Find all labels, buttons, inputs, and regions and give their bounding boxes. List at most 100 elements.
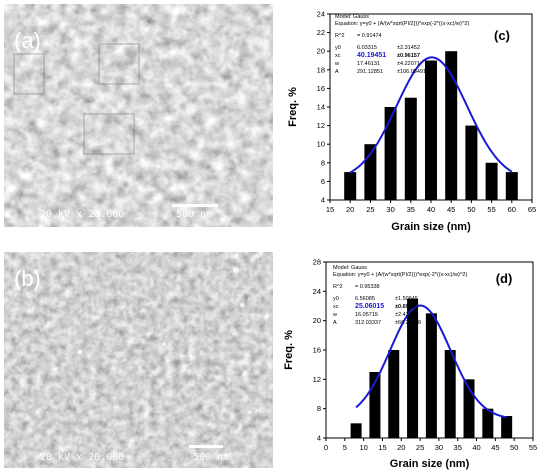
y-tick-label-c1-6: 28 (313, 258, 321, 267)
x-tick-label-c0-2: 25 (366, 205, 374, 214)
sem-caption-b: 20 kV x 20.000 (40, 452, 125, 463)
x-tick-label-c1-9: 45 (491, 443, 499, 452)
sem-texture-a (4, 4, 273, 227)
bar-c0-2 (384, 107, 397, 200)
bar-c1-0 (350, 423, 362, 438)
y-tick-label-c0-9: 22 (317, 28, 325, 37)
fit-param-name-c1-3: A (333, 320, 337, 326)
fit-param-value-c0-0: 6.03315 (357, 45, 377, 51)
x-tick-label-c0-0: 15 (326, 205, 334, 214)
fit-r2-label-c0: R^2 (335, 33, 345, 39)
fit-param-name-c0-3: A (335, 69, 339, 75)
fit-param-err-c0-1: ±0.96157 (397, 53, 420, 59)
fit-equation-c0: Equation: y=y0 + (A/(w*sqrt(PI/2)))*exp(… (335, 21, 469, 27)
bar-c0-5 (445, 51, 458, 201)
histogram-c: 15 20 25 30 35 40 45 50 55 60 65 4 6 8 10 12 14 16 18 20 22 2… (278, 0, 550, 236)
fit-model-c1: Model: Gauss (333, 265, 367, 271)
bar-c1-2 (388, 350, 400, 438)
x-tick-label-c1-8: 40 (472, 443, 480, 452)
x-tick-label-c0-3: 30 (386, 205, 394, 214)
sem-texture-b (4, 252, 273, 468)
bar-c1-3 (407, 298, 419, 438)
fit-param-value-c1-0: 6.56085 (355, 296, 375, 302)
histogram-d: 0 5 10 15 20 25 30 35 40 45 50 55 4 8 12 16 20 24 28 Grain … (278, 248, 550, 472)
y-tick-label-c0-1: 6 (321, 177, 325, 186)
x-tick-label-c0-10: 65 (528, 205, 536, 214)
fit-param-err-c0-3: ±106.05491 (397, 69, 426, 75)
fit-param-err-c1-2: ±2.43103 (395, 312, 418, 318)
fit-param-name-c1-1: xc (333, 304, 339, 310)
fit-curve-c0 (349, 56, 513, 174)
y-tick-label-c0-8: 20 (317, 47, 325, 56)
fit-param-value-c1-1: 25.06015 (355, 303, 384, 310)
bar-c0-3 (404, 97, 417, 200)
x-tick-label-c0-9: 60 (508, 205, 516, 214)
x-tick-label-c0-5: 40 (427, 205, 435, 214)
bar-c0-6 (465, 125, 478, 200)
x-tick-label-c1-0: 0 (324, 443, 328, 452)
y-tick-label-c0-7: 18 (317, 65, 325, 74)
fit-param-value-c1-3: 312.03337 (355, 320, 381, 326)
fit-r2-value-c0: = 0.91474 (357, 33, 382, 39)
bar-c1-6 (463, 379, 475, 438)
x-tick-label-c1-10: 50 (510, 443, 518, 452)
y-tick-label-c0-2: 8 (321, 158, 325, 167)
scale-bar-a (172, 204, 218, 207)
y-tick-label-c1-5: 24 (313, 287, 321, 296)
panel-letter-a: (a) (14, 28, 41, 53)
y-axis-label-c1: Freq. % (283, 330, 295, 370)
y-tick-label-c1-0: 4 (317, 434, 321, 443)
panel-letter-b: (b) (14, 266, 41, 291)
bar-c1-8 (501, 416, 513, 438)
y-tick-label-c0-0: 4 (321, 196, 325, 205)
x-tick-label-c1-4: 20 (397, 443, 405, 452)
fit-param-name-c0-2: w (334, 61, 339, 67)
fit-param-value-c0-2: 17.46131 (357, 61, 380, 67)
y-tick-label-c1-1: 8 (317, 404, 321, 413)
x-tick-label-c1-1: 5 (343, 443, 347, 452)
panel-label-c0: (c) (494, 28, 510, 43)
bar-c1-1 (369, 372, 381, 438)
fit-param-err-c1-3: ±66.21998 (395, 320, 421, 326)
fit-param-value-c0-3: 291.12851 (357, 69, 383, 75)
fit-r2-label-c1: R^2 (333, 284, 343, 290)
bar-c1-5 (444, 350, 456, 438)
fit-param-name-c0-0: y0 (335, 45, 341, 51)
bar-c0-7 (485, 162, 498, 200)
fit-param-value-c0-1: 40.19451 (357, 52, 386, 59)
y-axis-label-c0: Freq. % (287, 87, 299, 127)
y-tick-label-c1-3: 16 (313, 346, 321, 355)
scale-bar-b (189, 445, 223, 448)
fit-param-err-c0-2: ±4.22071 (397, 61, 420, 67)
x-tick-label-c0-1: 20 (346, 205, 354, 214)
fit-param-err-c1-0: ±1.50645 (395, 296, 418, 302)
bar-c1-7 (482, 408, 494, 438)
histogram-c-svg: 15 20 25 30 35 40 45 50 55 60 65 4 6 8 10 12 14 16 18 20 22 2… (287, 10, 536, 234)
x-tick-label-c1-7: 35 (454, 443, 462, 452)
histogram-d-svg: 0 5 10 15 20 25 30 35 40 45 50 55 4 8 12 16 20 24 28 Grain … (283, 258, 537, 471)
x-tick-label-c0-6: 45 (447, 205, 455, 214)
y-tick-label-c1-4: 20 (313, 316, 321, 325)
fit-equation-c1: Equation: y=y0 + (A/(w*sqrt(PI/2)))*exp(… (333, 272, 467, 278)
x-tick-label-c1-5: 25 (416, 443, 424, 452)
x-tick-label-c1-2: 10 (359, 443, 367, 452)
panel-label-c1: (d) (496, 271, 513, 286)
sem-micrograph-a: (a) 20 kV x 20.000 500 nm (4, 4, 273, 227)
fit-r2-value-c1: = 0.95338 (355, 284, 380, 290)
y-tick-label-c0-3: 10 (317, 140, 325, 149)
scale-bar-label-b: 500 nm (193, 452, 230, 463)
fit-param-name-c0-1: xc (335, 53, 341, 59)
fit-param-err-c1-1: ±0.69084 (395, 304, 419, 310)
bar-c0-0 (344, 172, 357, 200)
y-tick-label-c1-2: 12 (313, 375, 321, 384)
fit-param-value-c1-2: 16.05715 (355, 312, 378, 318)
fit-param-err-c0-0: ±2.31452 (397, 45, 420, 51)
x-axis-label-c0: Grain size (nm) (391, 221, 471, 233)
fit-param-name-c1-0: y0 (333, 296, 339, 302)
fit-curve-c1 (355, 304, 507, 419)
fit-model-c0: Model: Gauss (335, 14, 369, 20)
scale-bar-label-a: 500 nm (176, 209, 213, 220)
bar-c0-8 (505, 172, 518, 200)
x-tick-label-c1-6: 30 (435, 443, 443, 452)
bar-c0-4 (425, 60, 437, 200)
